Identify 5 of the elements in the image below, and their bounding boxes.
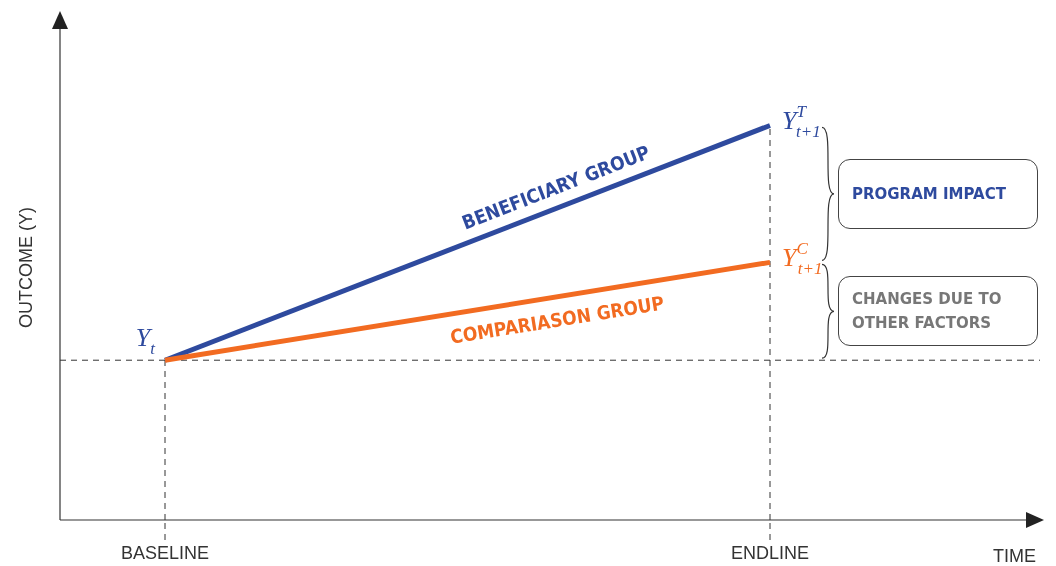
annotation: Y$_{t}$ (135, 323, 157, 359)
x-tick-label: BASELINE (120, 542, 210, 563)
y-axis-title: OUTCOME (Y) (16, 207, 36, 328)
x-axis-title: TIME (993, 546, 1036, 566)
x-tick-label: ENDLINE (730, 542, 810, 563)
